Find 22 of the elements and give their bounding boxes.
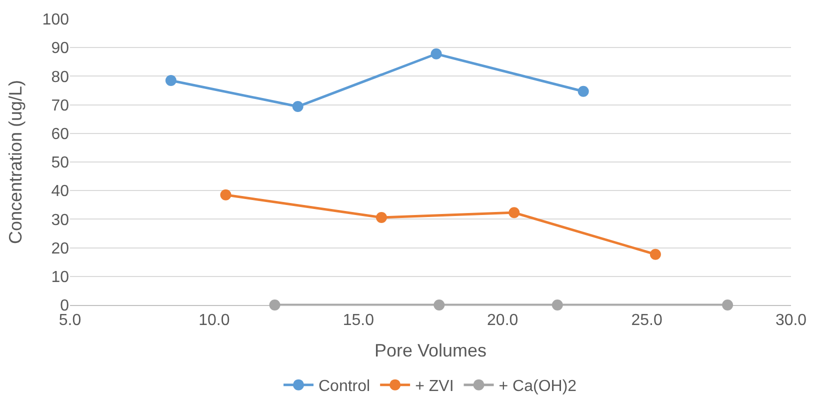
x-tick-label: 15.0 [342,312,374,330]
y-tick-label: 60 [51,126,70,143]
y-tick-label: 0 [60,298,70,315]
x-tick-label: 10.0 [198,312,230,330]
y-tick-label: 30 [51,212,70,229]
y-tick-label: 100 [42,12,70,29]
y-tick-label: 90 [51,40,70,58]
x-tick-label: 5.0 [58,312,82,330]
x-tick-label: 30.0 [775,312,807,330]
y-tick-label: 10 [51,269,70,286]
x-tick-label: 20.0 [487,312,518,330]
x-axis-title: Pore Volumes [374,340,487,360]
y-tick-label: 20 [51,240,70,258]
y-tick-label: 80 [51,68,70,86]
y-tick-label: 50 [51,154,70,172]
y-axis-title: Concentration (ug/L) [5,80,26,244]
legend-label: + ZVI [415,378,454,396]
x-tick-label: 25.0 [631,312,662,330]
y-tick-label: 40 [51,183,70,200]
y-tick-label: 70 [51,97,70,114]
legend-label: Control [318,378,370,396]
legend-label: + Ca(OH)2 [498,378,577,396]
